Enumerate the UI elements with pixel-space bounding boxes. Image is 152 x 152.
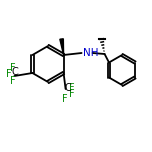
Text: NH: NH: [83, 48, 98, 58]
Text: F: F: [69, 83, 74, 93]
Text: F: F: [69, 89, 74, 99]
Text: C: C: [11, 67, 18, 77]
Text: C: C: [64, 83, 71, 93]
Text: F: F: [6, 69, 11, 79]
Polygon shape: [60, 39, 64, 55]
Text: F: F: [10, 63, 15, 73]
Text: F: F: [10, 76, 15, 86]
Text: F: F: [62, 94, 67, 104]
